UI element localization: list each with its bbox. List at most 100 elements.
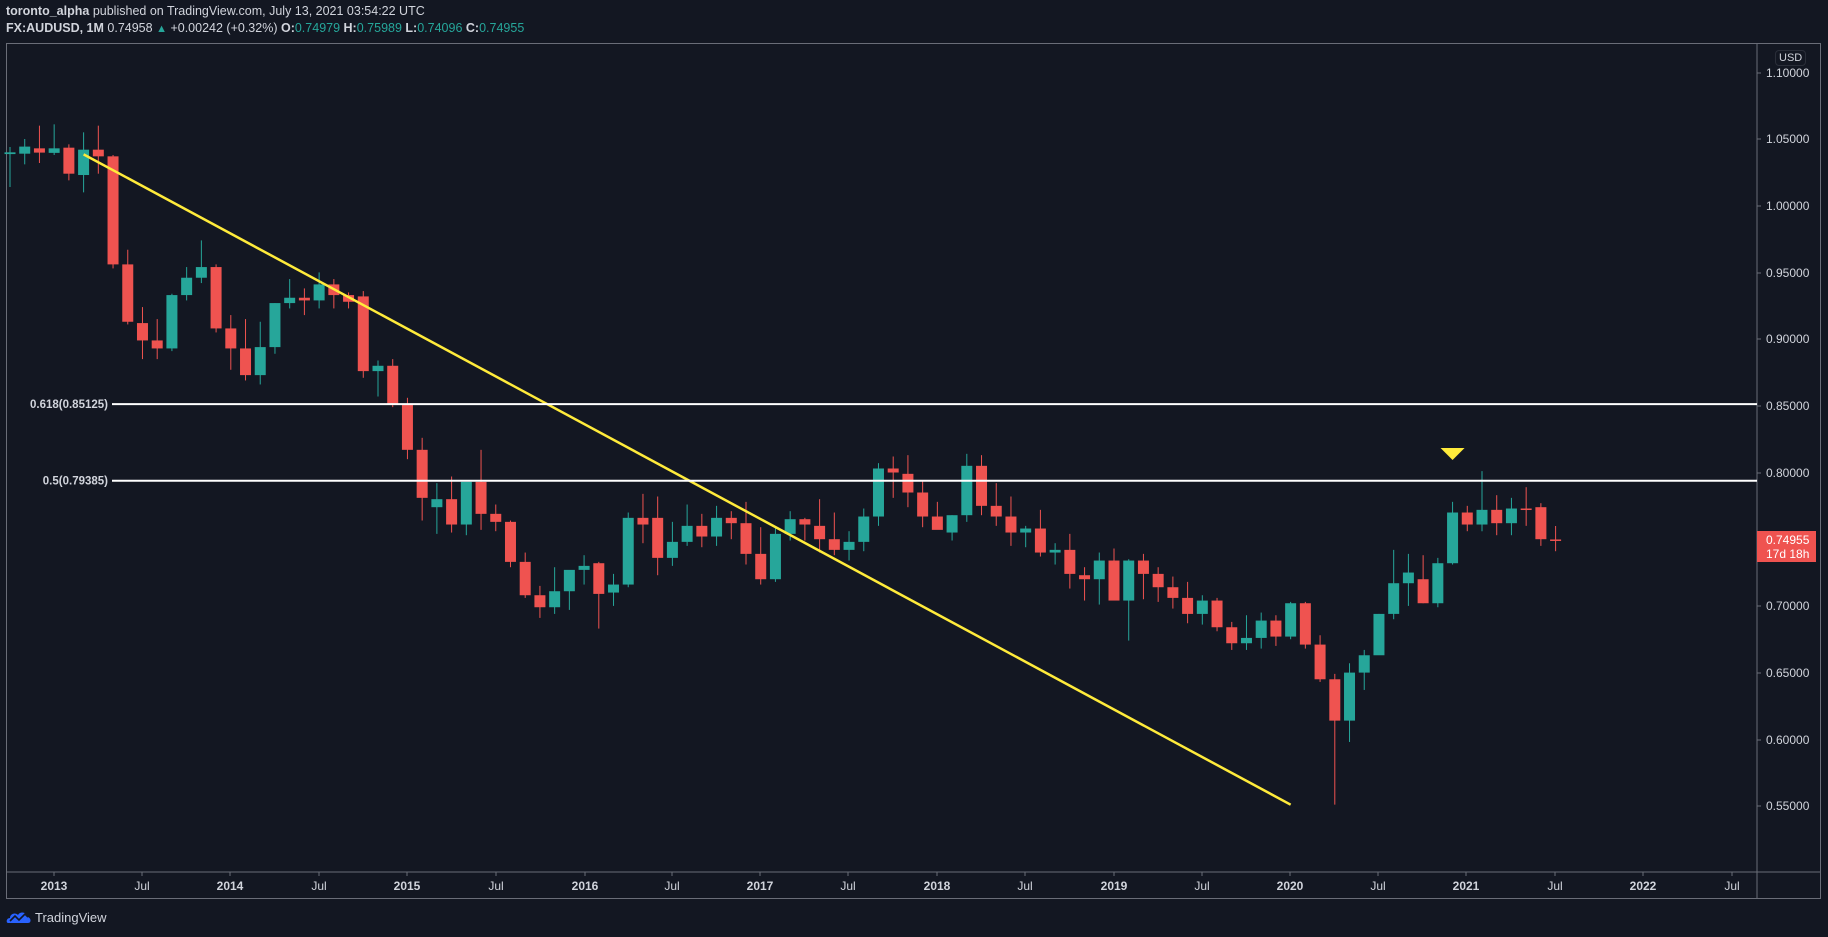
last-price-badge: 0.74955 17d 18h [1757, 531, 1816, 562]
time-tick-label: 2018 [924, 879, 951, 893]
price-tick-label: 0.80000 [1766, 466, 1810, 480]
published-text: published on TradingView.com, July 13, 2… [92, 4, 425, 18]
candle [814, 499, 826, 553]
candle [534, 585, 546, 618]
candle [1329, 673, 1341, 805]
candle [1550, 525, 1562, 552]
candle [475, 449, 487, 530]
candle [1123, 559, 1135, 641]
candle [1240, 615, 1252, 650]
tradingview-logo[interactable]: TradingView [6, 909, 107, 925]
candle [696, 513, 708, 548]
time-tick-label: Jul [1547, 879, 1562, 893]
candle [107, 155, 119, 269]
candle [1520, 487, 1532, 526]
time-axis[interactable]: 2013 Jul 2014 Jul 2015 Jul 2016 Jul 2017 Jul 2018 J… [41, 872, 1740, 893]
candle [946, 515, 958, 541]
candle [666, 521, 678, 566]
candle [1211, 597, 1223, 632]
time-tick-label: Jul [134, 879, 149, 893]
candle [1152, 567, 1164, 602]
time-tick-label: 2020 [1277, 879, 1304, 893]
candle [166, 293, 178, 352]
candle [1417, 555, 1429, 604]
time-tick-label: Jul [1194, 879, 1209, 893]
candle [1020, 525, 1032, 548]
candle [416, 437, 428, 521]
candle [1108, 548, 1120, 601]
time-tick-label: 2019 [1101, 879, 1128, 893]
candle [181, 267, 193, 301]
candle [608, 573, 620, 606]
price-axis[interactable]: 1.10000 1.05000 1.00000 0.95000 0.90000 0.850… [1757, 66, 1810, 813]
high-label: H: [343, 21, 357, 35]
candle [681, 504, 693, 546]
price-tick-label: 0.65000 [1766, 666, 1810, 680]
candle [1226, 621, 1238, 650]
candle [1299, 601, 1311, 649]
candle [725, 511, 737, 540]
candle [1005, 496, 1017, 546]
candle [799, 517, 811, 541]
close-value: 0.74955 [479, 21, 525, 35]
candle [711, 505, 723, 546]
candle [1137, 553, 1149, 600]
price-tick-label: 0.70000 [1766, 599, 1810, 613]
candle [1402, 553, 1414, 606]
candle [284, 279, 296, 309]
candle [828, 512, 840, 556]
fib-level-label: 0.618(0.85125) [30, 399, 108, 411]
candle [1255, 612, 1267, 649]
candle [976, 455, 988, 516]
candle [637, 493, 649, 544]
candle [858, 508, 870, 552]
candle [63, 144, 75, 181]
candle [1358, 649, 1370, 690]
candle [843, 531, 855, 561]
candle [1344, 663, 1356, 742]
candles-layer [4, 124, 1562, 805]
candle [578, 555, 590, 585]
chart-frame [6, 43, 1821, 899]
candle [33, 125, 45, 164]
time-tick-label: 2016 [572, 879, 599, 893]
candle [1491, 495, 1503, 536]
candle [151, 319, 163, 360]
change-value: +0.00242 (+0.32%) [170, 21, 278, 35]
candle [1461, 505, 1473, 532]
trendline[interactable] [83, 153, 1292, 806]
symbol-legend: FX:AUDUSD, 1M 0.74958 ▲ +0.00242 (+0.32%… [6, 21, 524, 35]
open-label: O: [280, 21, 295, 35]
candle [593, 561, 605, 629]
price-tick-label: 0.60000 [1766, 733, 1810, 747]
time-tick-label: Jul [1370, 879, 1385, 893]
candle [1270, 615, 1282, 646]
close-label: C: [465, 21, 480, 35]
time-tick-label: 2022 [1630, 879, 1657, 893]
candle [1079, 567, 1091, 601]
candle [92, 125, 104, 174]
time-tick-label: 2013 [41, 879, 68, 893]
time-tick-label: 2014 [217, 879, 244, 893]
candle [755, 527, 767, 585]
candle [19, 139, 31, 165]
time-tick-label: Jul [1017, 879, 1032, 893]
publish-info: toronto_alpha published on TradingView.c… [6, 4, 425, 18]
candle [872, 463, 884, 526]
candle [225, 315, 237, 370]
down-triangle-marker-icon[interactable] [1440, 448, 1465, 460]
time-tick-label: Jul [488, 879, 503, 893]
time-tick-label: Jul [664, 879, 679, 893]
time-tick-label: Jul [1724, 879, 1739, 893]
time-tick-label: 2017 [747, 879, 774, 893]
fib-level-label: 0.5(0.79385) [43, 476, 108, 488]
open-value: 0.74979 [294, 21, 341, 35]
price-tick-label: 1.00000 [1766, 199, 1810, 213]
candle [549, 567, 561, 614]
author-name[interactable]: toronto_alpha [6, 4, 90, 18]
candle [372, 360, 384, 397]
candle [4, 147, 16, 188]
candle [313, 272, 325, 309]
currency-label[interactable]: USD [1775, 50, 1807, 66]
